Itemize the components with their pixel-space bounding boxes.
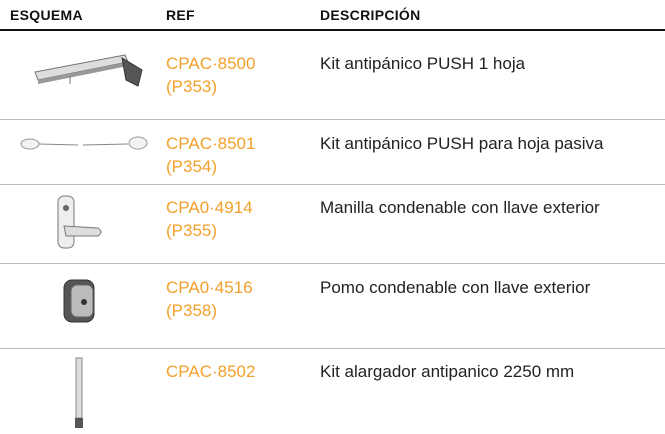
ref-code: CPAC·8500 xyxy=(166,54,256,73)
schema-icon xyxy=(20,136,148,150)
description: Kit alargador antipanico 2250 mm xyxy=(320,362,575,381)
ref-code: CPA0·4914 xyxy=(166,198,253,217)
header-ref: REF xyxy=(166,7,195,23)
schema-icon xyxy=(57,195,102,249)
header-schema: ESQUEMA xyxy=(10,7,83,23)
description: Kit antipánico PUSH 1 hoja xyxy=(320,54,526,73)
row-rule xyxy=(0,119,665,120)
description: Kit antipánico PUSH para hoja pasiva xyxy=(320,134,604,153)
row-rule xyxy=(0,348,665,349)
header-rule xyxy=(0,29,665,31)
ref: CPA0·4914 (P355) xyxy=(166,196,253,242)
ref-code: CPAC·8502 xyxy=(166,362,256,381)
header-description: DESCRIPCIÓN xyxy=(320,7,421,23)
schema-icon xyxy=(75,357,83,428)
schema-icon xyxy=(34,54,143,87)
description: Manilla condenable con llave exterior xyxy=(320,198,600,217)
ref-code: CPAC·8501 xyxy=(166,134,256,153)
schema-icon xyxy=(63,279,95,323)
ref-page: (P353) xyxy=(166,77,218,96)
ref-code: CPA0·4516 xyxy=(166,278,253,297)
description: Pomo condenable con llave exterior xyxy=(320,278,591,297)
ref-page: (P358) xyxy=(166,301,218,320)
ref-page: (P354) xyxy=(166,157,218,176)
ref-page: (P355) xyxy=(166,221,218,240)
row-rule xyxy=(0,184,665,185)
ref: CPAC·8502 xyxy=(166,360,255,383)
ref: CPA0·4516 (P358) xyxy=(166,276,253,322)
ref: CPAC·8500 (P353) xyxy=(166,52,255,98)
row-rule xyxy=(0,263,665,264)
ref: CPAC·8501 (P354) xyxy=(166,132,255,178)
